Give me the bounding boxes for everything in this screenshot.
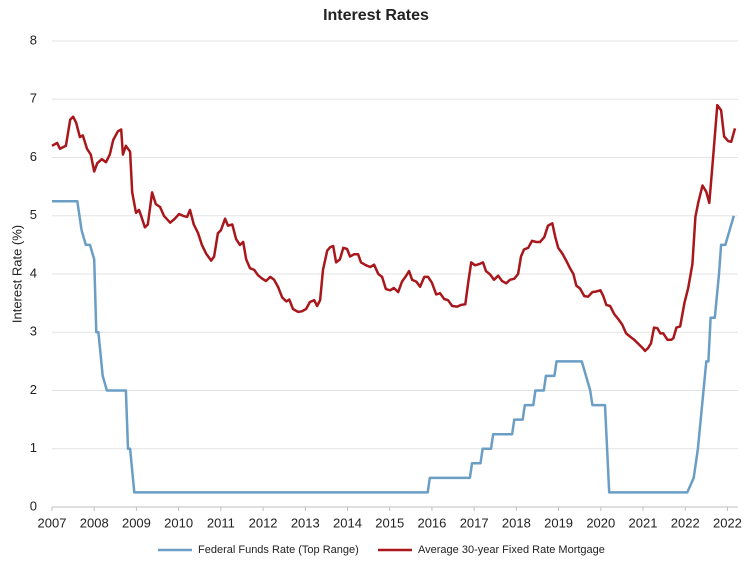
x-tick-label: 2007 <box>38 515 67 530</box>
y-tick-label: 1 <box>30 440 37 455</box>
x-tick-label: 2016 <box>417 515 446 530</box>
legend-label: Average 30-year Fixed Rate Mortgage <box>418 544 605 556</box>
x-tick-label: 2020 <box>586 515 615 530</box>
x-tick-label: 2021 <box>629 515 658 530</box>
legend-label: Federal Funds Rate (Top Range) <box>198 544 359 556</box>
x-tick-label: 2010 <box>164 515 193 530</box>
y-axis-label: Interest Rate (%) <box>9 225 24 323</box>
x-tick-label: 2012 <box>249 515 278 530</box>
series-line <box>51 103 737 353</box>
y-tick-label: 8 <box>30 32 37 47</box>
chart-title: Interest Rates <box>323 7 429 24</box>
x-tick-label: 2019 <box>544 515 573 530</box>
x-tick-label: 2013 <box>291 515 320 530</box>
x-tick-label: 2011 <box>207 515 235 530</box>
y-tick-label: 5 <box>30 207 37 222</box>
x-tick-label: 2022 <box>671 515 700 530</box>
series-line <box>52 199 736 494</box>
x-tick-label: 2022 <box>713 515 742 530</box>
y-tick-label: 6 <box>30 149 37 164</box>
y-tick-label: 4 <box>30 265 37 280</box>
x-tick-label: 2014 <box>333 515 362 530</box>
x-tick-label: 2017 <box>460 515 489 530</box>
y-tick-label: 7 <box>30 91 37 106</box>
x-tick-label: 2009 <box>122 515 151 530</box>
y-tick-label: 3 <box>30 324 37 339</box>
y-tick-label: 0 <box>30 498 37 513</box>
x-tick-label: 2015 <box>375 515 404 530</box>
x-tick-label: 2008 <box>80 515 109 530</box>
y-tick-label: 2 <box>30 382 37 397</box>
x-tick-label: 2018 <box>502 515 531 530</box>
